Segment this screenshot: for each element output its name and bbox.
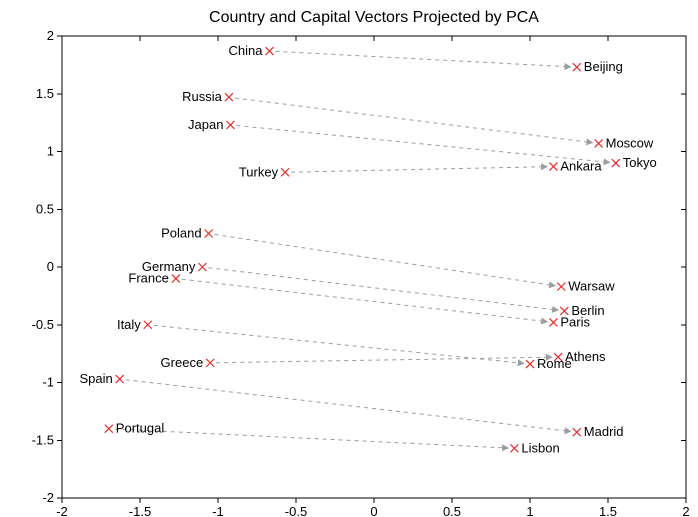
y-tick-label: -0.5 xyxy=(32,317,54,332)
y-tick-label: -1 xyxy=(42,375,54,390)
y-tick-label: 0.5 xyxy=(36,201,54,216)
data-point-germany xyxy=(198,263,206,271)
y-tick-label: -1.5 xyxy=(32,432,54,447)
data-point-japan xyxy=(226,121,234,129)
point-label: France xyxy=(128,271,168,286)
vector-arrow xyxy=(291,167,547,173)
x-tick-label: 1.5 xyxy=(599,504,617,517)
vector-arrow xyxy=(236,126,609,163)
vector-arrow xyxy=(126,380,571,432)
vector-arrow xyxy=(216,357,552,363)
y-tick-label: 1.5 xyxy=(36,86,54,101)
point-label: Warsaw xyxy=(568,279,615,294)
vector-arrow xyxy=(182,279,548,322)
chart-container: { "chart": { "type": "scatter-with-arrow… xyxy=(0,0,698,517)
vector-arrow xyxy=(215,234,556,285)
x-tick-label: -2 xyxy=(56,504,68,517)
chart-title: Country and Capital Vectors Projected by… xyxy=(209,9,539,26)
x-tick-label: 0 xyxy=(370,504,377,517)
vector-arrow xyxy=(275,51,570,67)
data-point-ankara xyxy=(549,163,557,171)
data-point-madrid xyxy=(573,428,581,436)
point-label: Tokyo xyxy=(623,155,657,170)
point-label: Ankara xyxy=(560,159,602,174)
data-point-russia xyxy=(225,93,233,101)
y-tick-label: 0 xyxy=(47,259,54,274)
point-label: Portugal xyxy=(116,421,165,436)
vector-arrow xyxy=(154,325,524,363)
data-point-spain xyxy=(116,375,124,383)
vector-arrow xyxy=(235,98,593,143)
y-tick-label: -2 xyxy=(42,490,54,505)
point-label: Madrid xyxy=(584,424,624,439)
x-tick-label: -0.5 xyxy=(285,504,307,517)
data-point-italy xyxy=(144,321,152,329)
point-label: Rome xyxy=(537,356,572,371)
data-point-poland xyxy=(205,230,213,238)
data-point-portugal xyxy=(105,425,113,433)
data-point-greece xyxy=(206,359,214,367)
data-point-turkey xyxy=(281,168,289,176)
data-point-rome xyxy=(526,360,534,368)
data-point-china xyxy=(265,47,273,55)
point-label: Spain xyxy=(79,371,112,386)
x-tick-label: 1 xyxy=(526,504,533,517)
data-point-beijing xyxy=(573,63,581,71)
x-tick-label: 0.5 xyxy=(443,504,461,517)
point-label: Japan xyxy=(188,117,223,132)
data-point-tokyo xyxy=(612,159,620,167)
point-label: Greece xyxy=(161,355,204,370)
x-tick-label: -1 xyxy=(212,504,224,517)
point-label: Beijing xyxy=(584,59,623,74)
y-tick-label: 1 xyxy=(47,144,54,159)
pca-scatter-chart: -2 -1.5 -1 -0.5 0 0.5 1 1.5 2 -2 -1.5 -1 -0.5 0 0.5 1 1.… xyxy=(0,0,698,517)
point-label: China xyxy=(229,43,264,58)
data-point-warsaw xyxy=(557,283,565,291)
vector-arrow xyxy=(115,429,509,448)
data-point-france xyxy=(172,275,180,283)
vector-arrow xyxy=(208,268,558,310)
point-label: Russia xyxy=(182,89,223,104)
point-label: Italy xyxy=(117,317,141,332)
x-tick-label: -1.5 xyxy=(129,504,151,517)
x-tick-label: 2 xyxy=(682,504,689,517)
point-label: Paris xyxy=(560,314,590,329)
data-point-paris xyxy=(549,318,557,326)
point-label: Moscow xyxy=(606,135,654,150)
point-label: Poland xyxy=(161,226,201,241)
y-tick-label: 2 xyxy=(47,28,54,43)
point-label: Lisbon xyxy=(521,440,559,455)
point-label: Turkey xyxy=(239,164,279,179)
data-point-moscow xyxy=(595,139,603,147)
data-point-lisbon xyxy=(510,444,518,452)
